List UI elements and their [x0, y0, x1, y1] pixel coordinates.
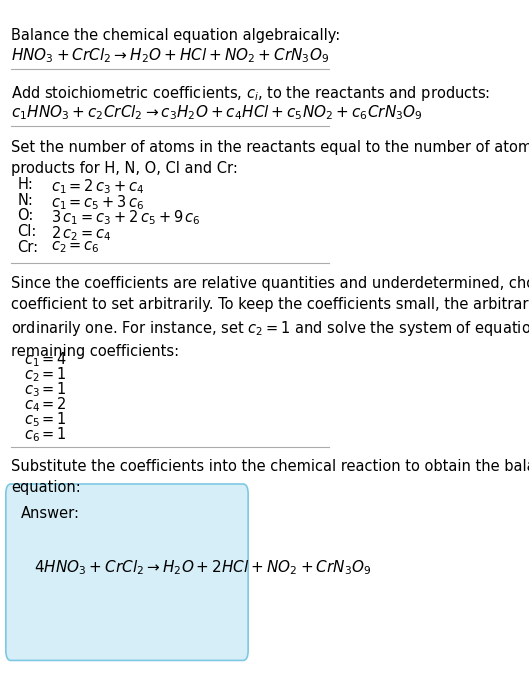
Text: $c_6 = 1$: $c_6 = 1$ [24, 425, 67, 444]
Text: $c_{1} HNO_{3} + c_{2} CrCl_{2}\rightarrow c_{3} H_{2}O + c_{4} HCl + c_{5} NO_{: $c_{1} HNO_{3} + c_{2} CrCl_{2}\rightarr… [11, 103, 423, 122]
Text: Add stoichiometric coefficients, $c_i$, to the reactants and products:: Add stoichiometric coefficients, $c_i$, … [11, 85, 490, 103]
Text: $4 HNO_{3} + CrCl_{2}\rightarrow H_{2}O + 2 HCl + NO_{2} + CrN_{3}O_{9}$: $4 HNO_{3} + CrCl_{2}\rightarrow H_{2}O … [34, 559, 371, 577]
Text: $c_2 = c_6$: $c_2 = c_6$ [51, 240, 99, 256]
Text: $c_1 = c_5 + 3\,c_6$: $c_1 = c_5 + 3\,c_6$ [51, 193, 144, 212]
Text: Set the number of atoms in the reactants equal to the number of atoms in the
pro: Set the number of atoms in the reactants… [11, 140, 529, 176]
Text: $HNO_{3} + CrCl_{2}\rightarrow H_{2}O + HCl + NO_{2} + CrN_{3}O_{9}$: $HNO_{3} + CrCl_{2}\rightarrow H_{2}O + … [11, 46, 329, 65]
Text: $3\,c_1 = c_3 + 2\,c_5 + 9\,c_6$: $3\,c_1 = c_3 + 2\,c_5 + 9\,c_6$ [51, 208, 200, 227]
Text: N:: N: [17, 193, 33, 208]
Text: Cl:: Cl: [17, 224, 37, 239]
Text: Cr:: Cr: [17, 240, 39, 255]
Text: Substitute the coefficients into the chemical reaction to obtain the balanced
eq: Substitute the coefficients into the che… [11, 459, 529, 495]
Text: $c_4 = 2$: $c_4 = 2$ [24, 395, 67, 414]
Text: $c_1 = 2\,c_3 + c_4$: $c_1 = 2\,c_3 + c_4$ [51, 177, 144, 196]
Text: $c_5 = 1$: $c_5 = 1$ [24, 410, 67, 429]
Text: Balance the chemical equation algebraically:: Balance the chemical equation algebraica… [11, 28, 340, 43]
Text: $c_1 = 4$: $c_1 = 4$ [24, 350, 67, 369]
FancyBboxPatch shape [6, 484, 248, 660]
Text: $c_2 = 1$: $c_2 = 1$ [24, 365, 67, 384]
Text: $c_3 = 1$: $c_3 = 1$ [24, 380, 67, 399]
Text: $2\,c_2 = c_4$: $2\,c_2 = c_4$ [51, 224, 111, 243]
Text: Since the coefficients are relative quantities and underdetermined, choose a
coe: Since the coefficients are relative quan… [11, 275, 529, 359]
Text: Answer:: Answer: [21, 506, 80, 521]
Text: H:: H: [17, 177, 33, 192]
Text: O:: O: [17, 208, 34, 223]
